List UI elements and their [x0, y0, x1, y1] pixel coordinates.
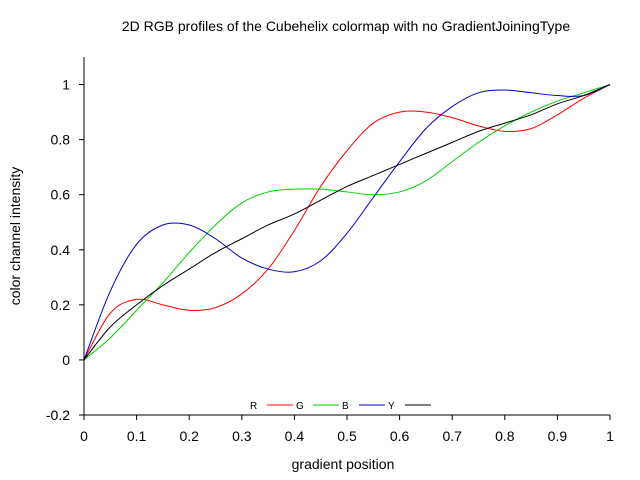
series-line-g — [83, 84, 611, 361]
x-ticks: 0 0.1 0.2 0.3 0.4 0.5 0.6 0.7 0.8 0.9 1 — [80, 415, 614, 444]
series-line-b — [83, 84, 611, 361]
y-tick-label: 0.4 — [51, 242, 71, 258]
x-tick-label: 0.1 — [127, 428, 147, 444]
y-tick-label: 0.8 — [51, 132, 71, 148]
x-tick-label: 0.3 — [232, 428, 252, 444]
x-axis-label: gradient position — [292, 456, 395, 472]
x-tick-label: 0.8 — [495, 428, 515, 444]
legend-label-r: R — [250, 401, 257, 412]
legend-label-b: B — [342, 401, 349, 412]
x-tick-label: 0.4 — [285, 428, 305, 444]
legend-label-y: Y — [388, 401, 395, 412]
x-tick-label: 0 — [80, 428, 88, 444]
x-tick-label: 0.6 — [390, 428, 410, 444]
y-tick-label: 0 — [62, 352, 70, 368]
y-axis-label: color channel intensity — [7, 167, 23, 306]
x-tick-label: 1 — [606, 428, 614, 444]
y-tick-label: 0.6 — [51, 187, 71, 203]
series-line-r — [83, 84, 611, 361]
x-tick-label: 0.5 — [337, 428, 357, 444]
series-line-y — [83, 84, 611, 361]
plot-area — [83, 84, 611, 361]
y-tick-label: 1 — [62, 77, 70, 93]
legend-label-g: G — [296, 401, 304, 412]
y-tick-label: -0.2 — [46, 407, 70, 423]
y-ticks: -0.2 0 0.2 0.4 0.6 0.8 1 — [46, 77, 84, 423]
chart-title: 2D RGB profiles of the Cubehelix colorma… — [122, 18, 570, 34]
x-tick-label: 0.9 — [548, 428, 568, 444]
x-tick-label: 0.2 — [179, 428, 199, 444]
x-tick-label: 0.7 — [442, 428, 462, 444]
y-tick-label: 0.2 — [51, 297, 71, 313]
